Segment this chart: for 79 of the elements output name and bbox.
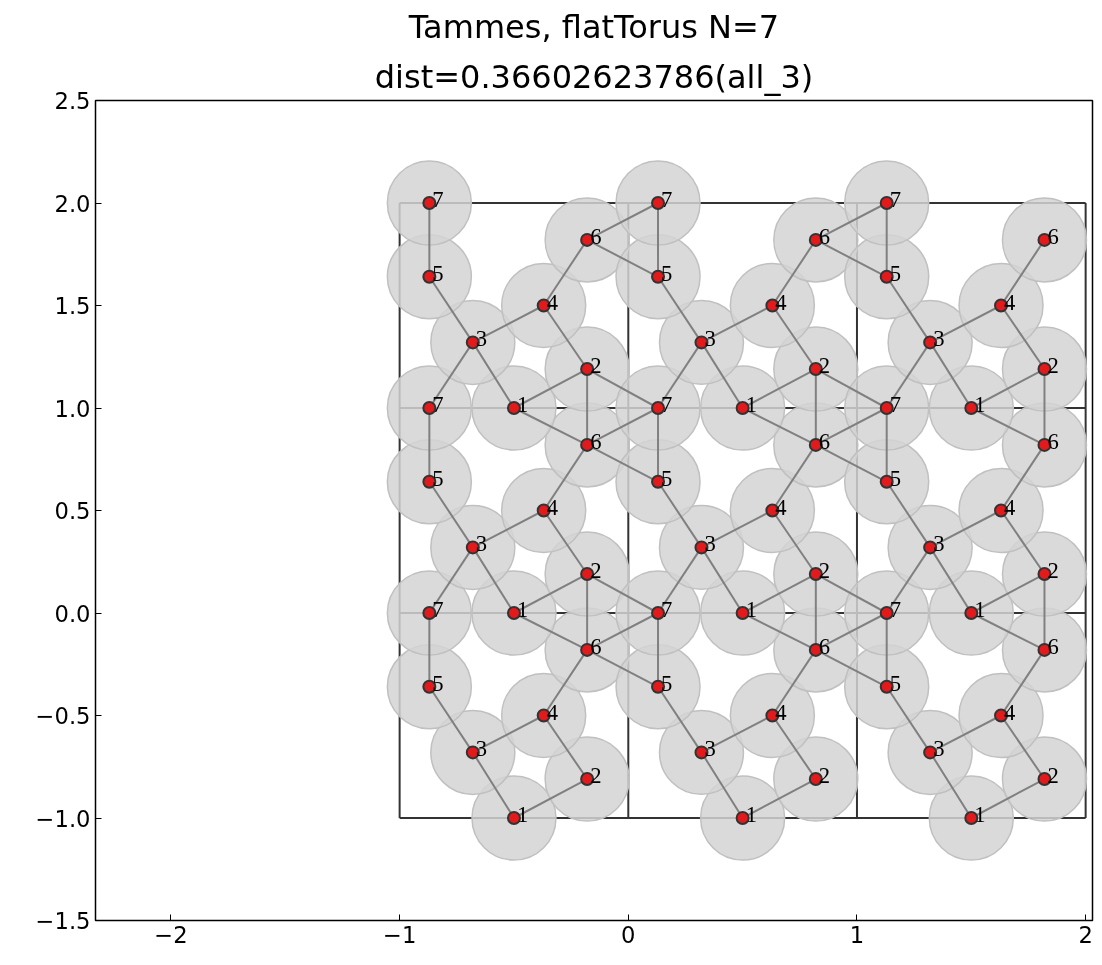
annotation: 5 xyxy=(889,465,902,491)
annotation: 1 xyxy=(974,802,986,827)
y-tick-label: 0.5 xyxy=(54,498,91,524)
annotation: 6 xyxy=(818,223,831,249)
annotation: 4 xyxy=(775,289,787,315)
annotation: 1 xyxy=(745,392,757,417)
y-tick-label: −1.0 xyxy=(35,805,91,832)
chart-subtitle: dist=0.36602623786(all_3) xyxy=(374,57,814,96)
annotation: 2 xyxy=(590,558,602,584)
annotation: 1 xyxy=(516,597,529,622)
annotation: 5 xyxy=(432,260,444,286)
annotation: 6 xyxy=(1047,223,1059,249)
annotation: 7 xyxy=(432,597,444,622)
annotation: 5 xyxy=(661,465,673,491)
annotation: 1 xyxy=(974,597,986,622)
annotation: 2 xyxy=(1047,558,1059,584)
annotation: 2 xyxy=(818,558,831,584)
annotation: 1 xyxy=(745,597,757,622)
annotation: 2 xyxy=(818,353,831,379)
annotation: 3 xyxy=(933,531,945,557)
x-tick-label: −2 xyxy=(154,921,188,948)
annotation: 1 xyxy=(974,392,986,417)
y-tick-label: 2.5 xyxy=(54,88,91,114)
annotation: 7 xyxy=(661,187,673,212)
annotation: 6 xyxy=(1047,428,1059,454)
annotation: 5 xyxy=(661,260,673,286)
annotation: 7 xyxy=(889,187,902,212)
annotation: 3 xyxy=(475,736,488,762)
x-tick-label: −1 xyxy=(382,921,417,948)
annotation: 2 xyxy=(590,763,602,789)
annotation: 1 xyxy=(516,802,529,827)
annotation: 2 xyxy=(590,353,602,379)
annotation: 2 xyxy=(1047,763,1059,789)
annotation: 3 xyxy=(933,326,945,352)
annotation: 5 xyxy=(889,670,902,696)
annotation: 4 xyxy=(1004,289,1016,315)
y-tick-label: −1.5 xyxy=(35,908,91,934)
annotation: 4 xyxy=(775,494,787,520)
annotation: 3 xyxy=(704,736,716,762)
annotation: 6 xyxy=(590,633,602,659)
annotation: 6 xyxy=(590,223,602,249)
annotation: 3 xyxy=(704,531,716,557)
annotation: 7 xyxy=(661,597,673,622)
annotation: 4 xyxy=(546,494,559,520)
annotation: 3 xyxy=(933,736,945,762)
y-tick-label: 0.0 xyxy=(54,600,91,627)
x-tick-label: 0 xyxy=(621,921,636,948)
annotation: 6 xyxy=(818,428,831,454)
annotation: 1 xyxy=(516,392,529,417)
y-tick-label: 1.0 xyxy=(54,395,91,422)
annotation: 3 xyxy=(704,326,716,352)
annotation: 6 xyxy=(1047,633,1059,659)
annotation: 7 xyxy=(432,187,444,212)
y-tick-label: 1.5 xyxy=(54,293,91,319)
annotation: 2 xyxy=(1047,353,1059,379)
y-tick-label: −0.5 xyxy=(35,703,91,729)
x-tick-label: 1 xyxy=(849,921,865,948)
annotation: 5 xyxy=(432,670,444,696)
annotation: 4 xyxy=(546,289,559,315)
annotation: 7 xyxy=(432,392,444,417)
annotation: 2 xyxy=(818,763,831,789)
annotation: 7 xyxy=(661,392,673,417)
annotation: 5 xyxy=(432,465,444,491)
annotation: 6 xyxy=(818,633,831,659)
annotation: 1 xyxy=(745,802,757,827)
annotation: 4 xyxy=(1004,699,1016,725)
annotation: 4 xyxy=(1004,494,1016,520)
annotation: 7 xyxy=(889,597,902,622)
x-tick-label: 2 xyxy=(1078,921,1093,948)
annotation: 4 xyxy=(775,699,787,725)
y-tick-label: 2.0 xyxy=(54,190,91,217)
annotation: 7 xyxy=(889,392,902,417)
chart-title: Tammes, flatTorus N=7 xyxy=(407,7,780,46)
annotation: 6 xyxy=(590,428,602,454)
annotation: 3 xyxy=(475,326,488,352)
annotation: 4 xyxy=(546,699,559,725)
annotation: 5 xyxy=(661,670,673,696)
annotation: 3 xyxy=(475,531,488,557)
annotation: 5 xyxy=(889,260,902,286)
